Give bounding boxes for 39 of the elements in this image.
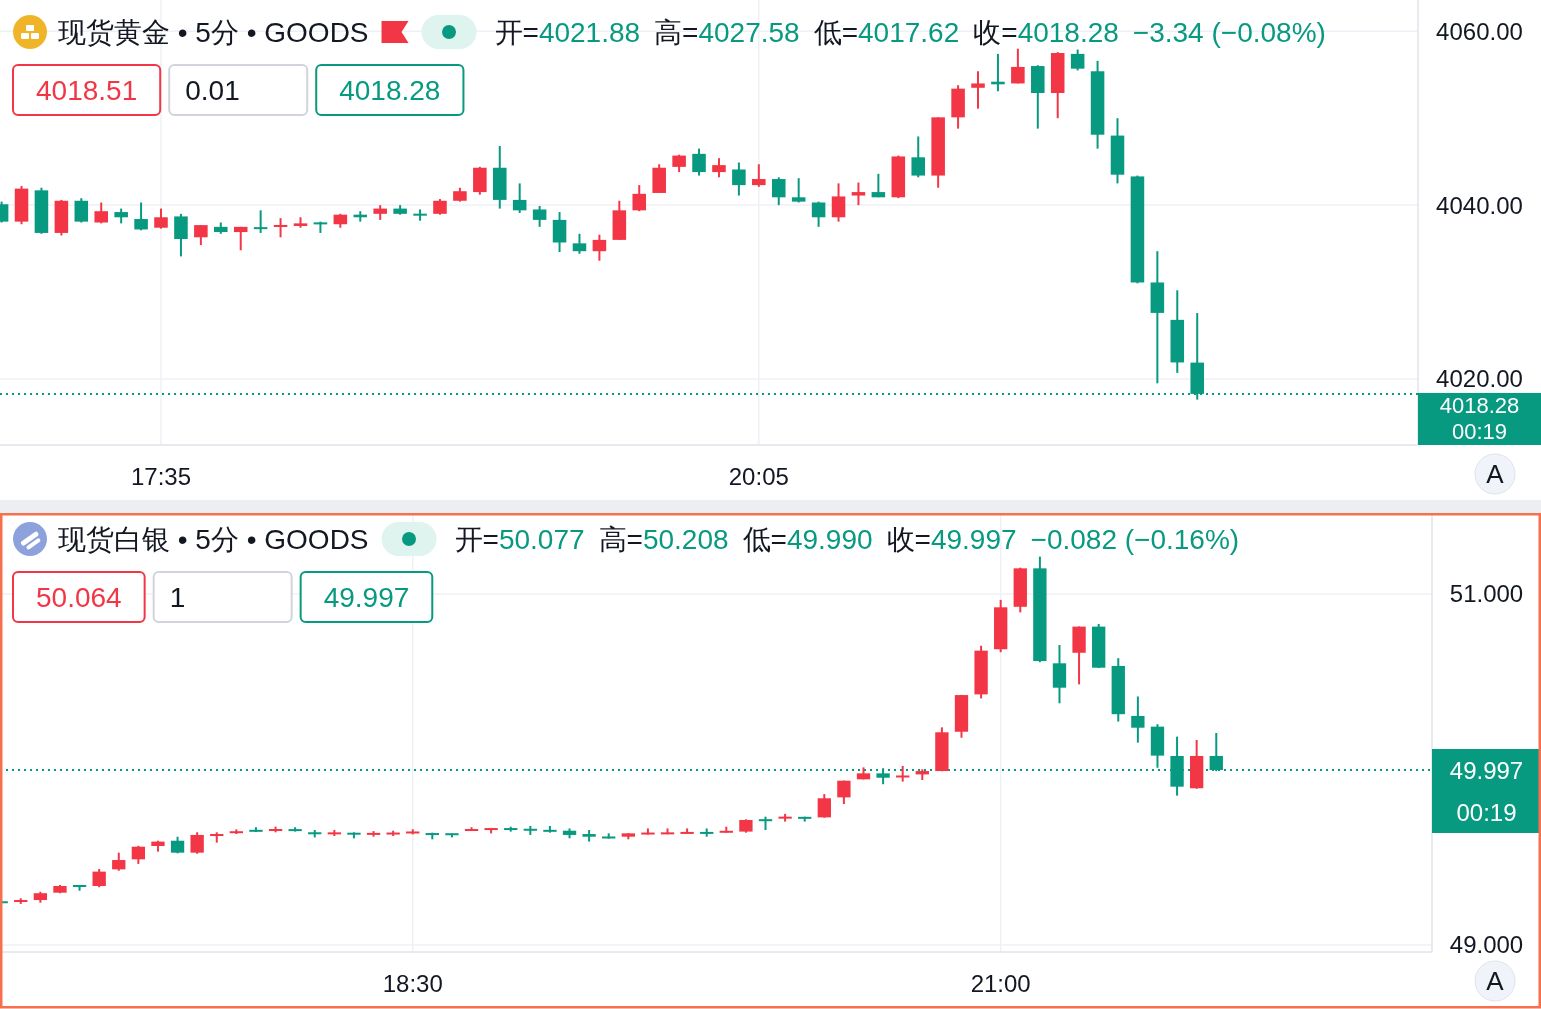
annotation: 50.064: [36, 581, 122, 613]
annotation: 开=4021.88: [494, 16, 641, 48]
button-auto-scale: A: [1474, 960, 1516, 1002]
button-buy: 4018.28: [315, 64, 465, 116]
annotation: 4018.51: [36, 74, 138, 106]
annotation: 1: [169, 581, 186, 613]
y-tick-label: 4040.00: [1436, 191, 1523, 219]
annotation: 低=49.990: [742, 523, 873, 555]
button-buy: 49.997: [299, 571, 434, 623]
ref-line-label: 4018.28: [1439, 393, 1520, 419]
annotation: 49.997: [323, 581, 410, 613]
x-tick-label: 20:05: [728, 462, 789, 490]
chart-title: 现货黄金 • 5分 • GOODS: [58, 16, 369, 48]
input-quantity: 0.01: [168, 64, 309, 116]
annotation: 收=49.997: [886, 523, 1017, 555]
input-quantity: 1: [152, 571, 293, 623]
annotation: 0.01: [185, 74, 240, 106]
x-tick-label: 18:30: [382, 969, 443, 997]
x-tick-label: 21:00: [970, 969, 1031, 997]
annotation: 高=50.208: [598, 523, 729, 555]
button-sell: 50.064: [12, 571, 146, 623]
price-label: 4018.28 00:19: [1418, 392, 1541, 445]
annotation: 开=50.077: [454, 523, 585, 555]
x-tick-label: 17:35: [130, 462, 192, 490]
y-tick-label: 49.000: [1449, 931, 1524, 959]
y-tick-label: 4020.00: [1436, 365, 1523, 393]
chart-title: 现货白银 • 5分 • GOODS: [58, 523, 369, 555]
annotation: 收=4018.28: [973, 16, 1119, 48]
annotation: −3.34 (−0.08%): [1132, 16, 1326, 48]
annotation: 4018.28: [339, 74, 441, 106]
y-tick-label: 4060.00: [1436, 17, 1523, 45]
button-auto-scale: A: [1474, 453, 1516, 495]
price-label: 49.997 00:19: [1432, 749, 1541, 833]
annotation: 高=4027.58: [654, 16, 800, 48]
button-sell: 4018.51: [12, 64, 162, 116]
annotation: −0.082 (−0.16%): [1030, 523, 1240, 555]
annotation: 低=4017.62: [813, 16, 960, 48]
ref-line-label: 49.997: [1449, 756, 1524, 784]
y-tick-label: 51.000: [1449, 580, 1524, 608]
